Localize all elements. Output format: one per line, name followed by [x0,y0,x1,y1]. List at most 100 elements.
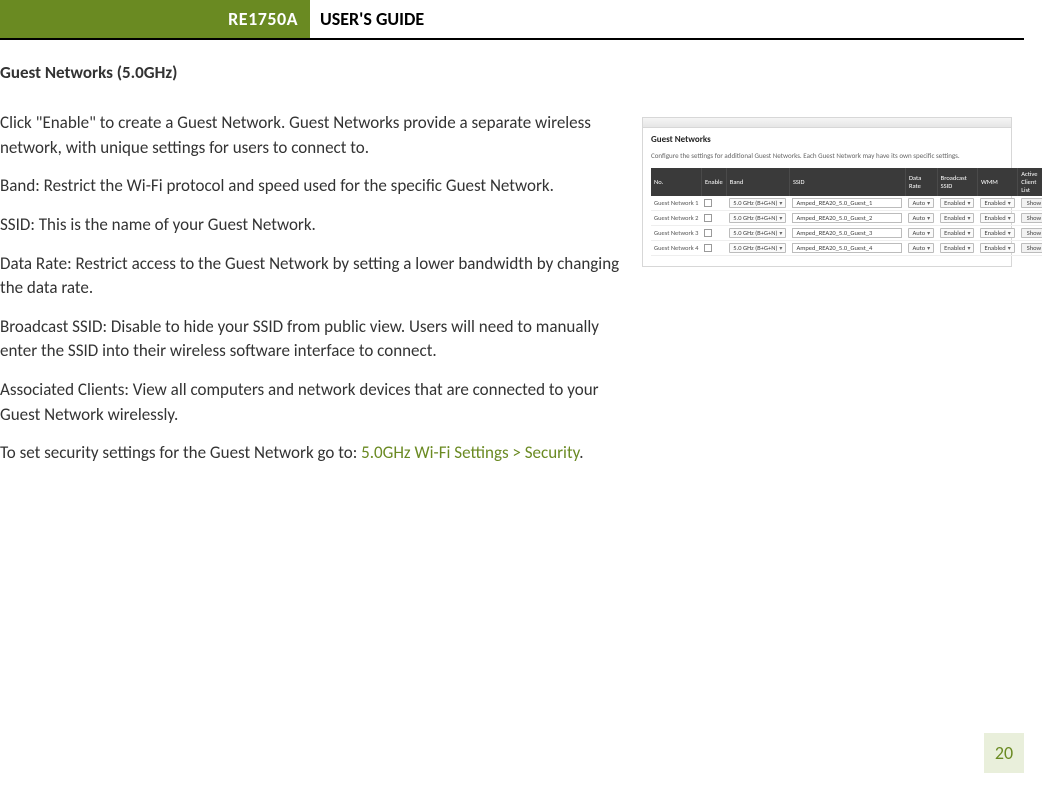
para-broadcast: Broadcast SSID: Disable to hide your SSI… [0,315,624,364]
datarate-select[interactable]: Auto▾ [908,213,934,223]
datarate-select[interactable]: Auto▾ [908,243,934,253]
th-datarate: Data Rate [905,168,937,196]
para-security: To set security settings for the Guest N… [0,441,624,466]
doc-body: Guest Networks (5.0GHz) Guest Networks C… [0,62,1012,741]
page-number-box: 20 [984,733,1024,773]
cell-wmm: Enabled▾ [977,211,1017,226]
chevron-down-icon: ▾ [1006,199,1011,207]
cell-enable [701,241,726,256]
chevron-down-icon: ▾ [1006,214,1011,222]
cell-datarate: Auto▾ [905,211,937,226]
doc-header: RE1750A USER'S GUIDE [0,0,1042,40]
show-clients-button[interactable]: Show [1021,243,1042,253]
th-broadcast: Broadcast SSID [937,168,977,196]
cell-datarate: Auto▾ [905,196,937,211]
enable-checkbox[interactable] [704,244,712,252]
chevron-down-icon: ▾ [965,244,970,252]
para-clients: Associated Clients: View all computers a… [0,378,624,427]
cell-band: 5.0 GHz (B+G+N)▾ [726,196,789,211]
cell-no: Guest Network 3 [651,226,701,241]
guest-networks-table: No. Enable Band SSID Data Rate Broadcast… [651,168,1042,256]
ssid-input[interactable]: Amped_REA20_5.0_Guest_4 [792,243,902,253]
broadcast-select[interactable]: Enabled▾ [940,243,974,253]
cell-broadcast: Enabled▾ [937,211,977,226]
page: RE1750A USER'S GUIDE Guest Networks (5.0… [0,0,1042,791]
chevron-down-icon: ▾ [1006,244,1011,252]
datarate-select[interactable]: Auto▾ [908,198,934,208]
cell-clients: Show [1018,211,1042,226]
th-ssid: SSID [789,168,905,196]
cell-datarate: Auto▾ [905,226,937,241]
cell-broadcast: Enabled▾ [937,226,977,241]
body-text: Click "Enable" to create a Guest Network… [0,111,624,480]
chevron-down-icon: ▾ [965,199,970,207]
header-title: USER'S GUIDE [320,0,424,38]
cell-ssid: Amped_REA20_5.0_Guest_1 [789,196,905,211]
ssid-input[interactable]: Amped_REA20_5.0_Guest_2 [792,213,902,223]
table-row: Guest Network 45.0 GHz (B+G+N)▾Amped_REA… [651,241,1042,256]
chevron-down-icon: ▾ [925,244,930,252]
cell-ssid: Amped_REA20_5.0_Guest_2 [789,211,905,226]
table-row: Guest Network 15.0 GHz (B+G+N)▾Amped_REA… [651,196,1042,211]
band-select[interactable]: 5.0 GHz (B+G+N)▾ [729,198,786,208]
cell-enable [701,211,726,226]
screenshot-title: Guest Networks [651,134,1003,145]
cell-wmm: Enabled▾ [977,226,1017,241]
screenshot-subtitle: Configure the settings for additional Gu… [651,151,1003,160]
th-band: Band [726,168,789,196]
cell-band: 5.0 GHz (B+G+N)▾ [726,211,789,226]
band-select[interactable]: 5.0 GHz (B+G+N)▾ [729,213,786,223]
chevron-down-icon: ▾ [777,199,782,207]
broadcast-select[interactable]: Enabled▾ [940,198,974,208]
broadcast-select[interactable]: Enabled▾ [940,213,974,223]
header-model: RE1750A [0,0,310,38]
chevron-down-icon: ▾ [777,229,782,237]
wmm-select[interactable]: Enabled▾ [980,198,1014,208]
cell-band: 5.0 GHz (B+G+N)▾ [726,241,789,256]
para-intro: Click "Enable" to create a Guest Network… [0,111,624,160]
cell-datarate: Auto▾ [905,241,937,256]
broadcast-select[interactable]: Enabled▾ [940,228,974,238]
cell-enable [701,196,726,211]
cell-enable [701,226,726,241]
cell-wmm: Enabled▾ [977,241,1017,256]
wmm-select[interactable]: Enabled▾ [980,228,1014,238]
show-clients-button[interactable]: Show [1021,198,1042,208]
table-header-row: No. Enable Band SSID Data Rate Broadcast… [651,168,1042,196]
show-clients-button[interactable]: Show [1021,228,1042,238]
cell-clients: Show [1018,226,1042,241]
table-body: Guest Network 15.0 GHz (B+G+N)▾Amped_REA… [651,196,1042,256]
cell-no: Guest Network 2 [651,211,701,226]
link-security-settings[interactable]: 5.0GHz Wi-Fi Settings > Security [361,442,579,463]
chevron-down-icon: ▾ [965,229,970,237]
para-band: Band: Restrict the Wi-Fi protocol and sp… [0,174,624,199]
chevron-down-icon: ▾ [925,199,930,207]
cell-broadcast: Enabled▾ [937,196,977,211]
cell-clients: Show [1018,196,1042,211]
cell-ssid: Amped_REA20_5.0_Guest_3 [789,226,905,241]
chevron-down-icon: ▾ [925,214,930,222]
para-ssid: SSID: This is the name of your Guest Net… [0,213,624,238]
band-select[interactable]: 5.0 GHz (B+G+N)▾ [729,228,786,238]
screenshot-topbar [643,118,1011,128]
table-row: Guest Network 3 5.0 GHz (B+G+N)▾ Amped_REA… [651,226,1042,241]
enable-checkbox[interactable] [704,199,712,207]
wmm-select[interactable]: Enabled▾ [980,213,1014,223]
enable-checkbox[interactable] [704,229,712,237]
chevron-down-icon: ▾ [965,214,970,222]
datarate-select[interactable]: Auto▾ [908,228,934,238]
chevron-down-icon: ▾ [1006,229,1011,237]
guest-networks-screenshot: Guest Networks Configure the settings fo… [642,117,1012,267]
th-no: No. [651,168,701,196]
header-rule [0,38,1024,40]
enable-checkbox[interactable] [704,214,712,222]
ssid-input[interactable]: Amped_REA20_5.0_Guest_3 [792,228,902,238]
ssid-input[interactable]: Amped_REA20_5.0_Guest_1 [792,198,902,208]
th-wmm: WMM [977,168,1017,196]
para-security-prefix: To set security settings for the Guest N… [0,442,361,463]
th-enable: Enable [701,168,726,196]
cell-wmm: Enabled▾ [977,196,1017,211]
wmm-select[interactable]: Enabled▾ [980,243,1014,253]
band-select[interactable]: 5.0 GHz (B+G+N)▾ [729,243,786,253]
show-clients-button[interactable]: Show [1021,213,1042,223]
